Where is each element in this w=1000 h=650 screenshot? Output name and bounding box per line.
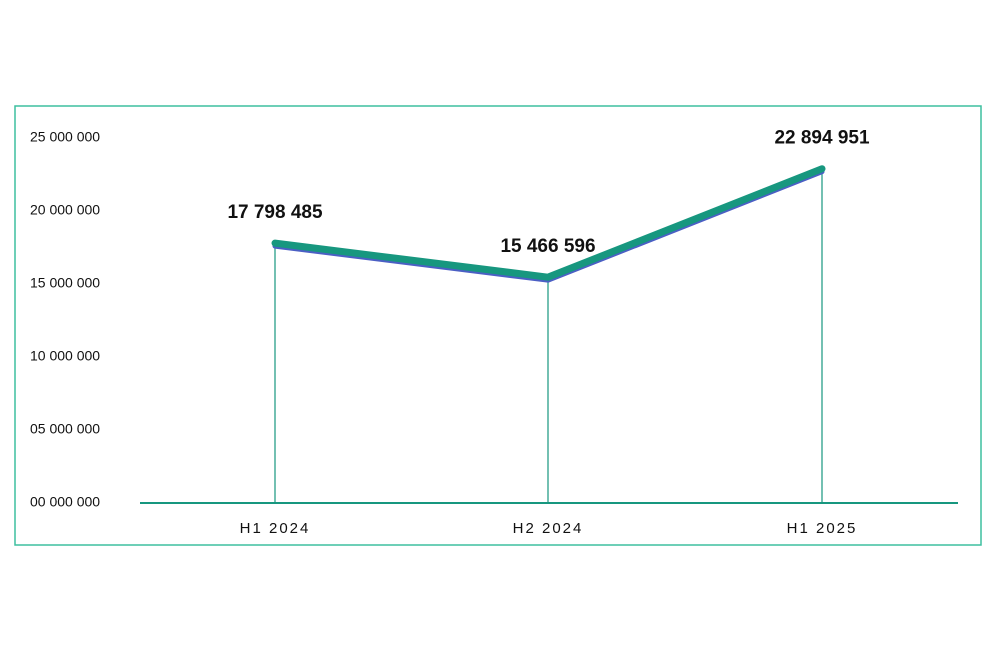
value-label: 22 894 951	[774, 128, 870, 149]
line	[271, 165, 826, 281]
y-tick-label: 20 000 000	[30, 202, 100, 218]
y-tick-label: 05 000 000	[30, 421, 100, 437]
y-tick-label: 10 000 000	[30, 348, 100, 364]
x-tick-label: H1 2025	[787, 520, 858, 537]
line-shadow	[272, 169, 825, 283]
value-label: 15 466 596	[500, 236, 595, 257]
y-tick-label: 25 000 000	[30, 129, 100, 145]
value-label: 17 798 485	[227, 202, 323, 223]
x-tick-label: H1 2024	[240, 520, 311, 537]
chart-frame	[14, 105, 982, 546]
y-tick-label: 00 000 000	[30, 494, 100, 510]
y-tick-label: 15 000 000	[30, 275, 100, 291]
x-tick-label: H2 2024	[513, 520, 584, 537]
